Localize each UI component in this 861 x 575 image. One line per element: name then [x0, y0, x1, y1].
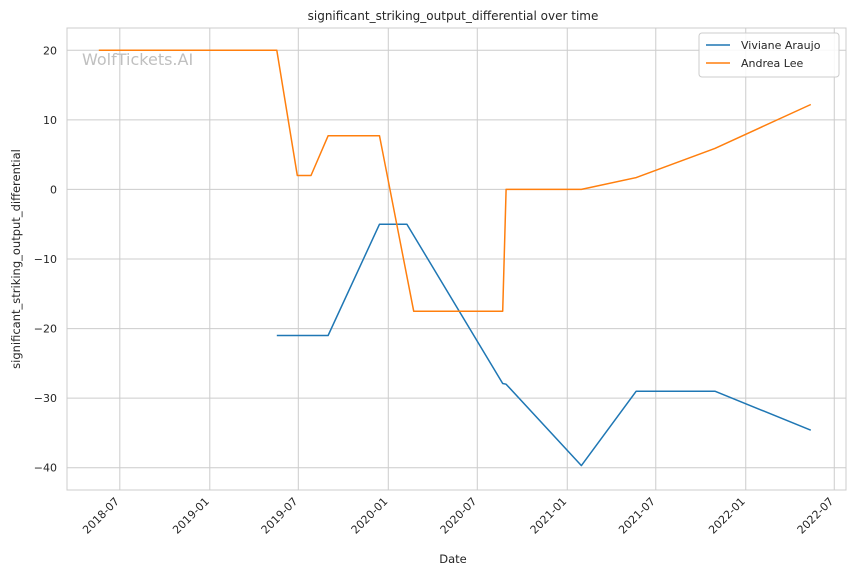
chart-title: significant_striking_output_differential… — [308, 9, 599, 23]
y-tick-label: 20 — [43, 44, 57, 57]
y-tick-label: −40 — [34, 462, 57, 475]
legend-label: Viviane Araujo — [741, 39, 821, 52]
x-tick-label: 2021-07 — [616, 495, 658, 537]
series-lines — [98, 49, 812, 467]
x-tick-label: 2019-01 — [170, 495, 212, 537]
plot-frame — [66, 27, 847, 491]
y-tick-label: −10 — [34, 253, 57, 266]
x-tick-label: 2020-01 — [349, 495, 391, 537]
y-tick-label: −30 — [34, 392, 57, 405]
x-axis-label: Date — [439, 552, 467, 566]
series-line — [276, 223, 812, 467]
legend-label: Andrea Lee — [741, 57, 803, 70]
legend: Viviane Araujo Andrea Lee — [698, 32, 840, 78]
legend-box — [698, 32, 840, 78]
watermark-text: WolfTickets.AI — [82, 50, 193, 69]
y-tick-label: 10 — [43, 114, 57, 127]
series-line — [98, 49, 812, 312]
x-tick-label: 2020-07 — [438, 495, 480, 537]
y-axis-label: significant_striking_output_differential — [9, 149, 23, 369]
grid-lines — [67, 28, 846, 490]
x-tick-label: 2022-01 — [706, 495, 748, 537]
tick-labels: −40 −30 −20 −10 0 10 20 2018-07 2019-01 2019-07 20… — [34, 44, 837, 536]
x-tick-label: 2018-07 — [80, 495, 122, 537]
x-tick-label: 2022-07 — [795, 495, 837, 537]
y-tick-label: 0 — [50, 183, 57, 196]
x-tick-label: 2019-07 — [259, 495, 301, 537]
x-tick-label: 2021-01 — [528, 495, 570, 537]
y-tick-label: −20 — [34, 323, 57, 336]
